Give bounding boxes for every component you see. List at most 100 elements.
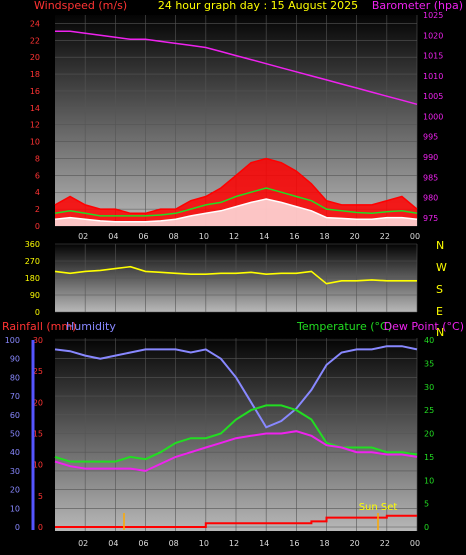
- baro-tick: 990: [423, 153, 438, 162]
- hour-tick: 22: [380, 539, 390, 548]
- rain-tick: 80: [10, 373, 20, 382]
- compass-label: N: [436, 239, 444, 252]
- rain-tick: 10: [10, 504, 20, 513]
- rain-tick: 50: [10, 430, 20, 439]
- series-3-line: [54, 198, 418, 223]
- hour-tick: 18: [319, 232, 329, 241]
- wind-tick: 12: [30, 121, 40, 130]
- wind-tick: 22: [30, 36, 40, 45]
- hour-tick: 20: [350, 539, 360, 548]
- series-0-line: [55, 30, 418, 106]
- hour-tick: 22: [380, 232, 390, 241]
- baro-tick: 1005: [423, 92, 443, 101]
- hour-tick: 12: [229, 232, 239, 241]
- compass-label: E: [436, 305, 443, 318]
- humidity-tick: 30: [33, 336, 43, 345]
- baro-tick: 1020: [423, 31, 443, 40]
- baro-tick: 1015: [423, 52, 443, 61]
- compass-label: N: [436, 326, 444, 339]
- direction-tick: 180: [25, 274, 40, 283]
- compass-label: S: [436, 283, 443, 296]
- hour-tick: 16: [289, 539, 299, 548]
- wind-tick: 14: [30, 104, 40, 113]
- panel2-grid: [55, 243, 418, 313]
- series-3-line: [55, 514, 417, 528]
- hour-tick: 12: [229, 539, 239, 548]
- hour-tick: 14: [259, 539, 269, 548]
- rain-tick: 60: [10, 411, 20, 420]
- wind-tick: 18: [30, 70, 40, 79]
- hour-tick: 08: [169, 232, 179, 241]
- baro-tick: 995: [423, 133, 438, 142]
- rain-tick: 20: [10, 486, 20, 495]
- rain-tick: 70: [10, 392, 20, 401]
- temperature-tick: 20: [424, 430, 434, 439]
- wind-axis-label: Windspeed (m/s): [34, 0, 127, 12]
- temperature-tick: 5: [424, 500, 429, 509]
- series-3-area: [55, 199, 417, 226]
- direction-tick: 90: [30, 291, 40, 300]
- hour-tick: 00: [410, 232, 420, 241]
- temperature-tick: 30: [424, 383, 434, 392]
- baro-tick: 1025: [423, 11, 443, 20]
- baro-tick: 980: [423, 194, 438, 203]
- direction-tick-labels: 0 90 180 270 360: [25, 240, 40, 317]
- rain-tick: 30: [10, 467, 20, 476]
- panel1-hour-labels: 02 04 06 08 10 12 14 16 18 20 22 00: [78, 232, 420, 241]
- rain-tick: 100: [5, 336, 20, 345]
- direction-tick: 270: [25, 257, 40, 266]
- temperature-tick: 25: [424, 406, 434, 415]
- temperature-axis-label: Temperature (°C): [296, 320, 392, 333]
- hour-tick: 04: [108, 539, 118, 548]
- humidity-tick: 15: [33, 430, 43, 439]
- sunset-label: Sun Set: [359, 502, 398, 513]
- hour-tick: 02: [78, 539, 88, 548]
- panel2-series: [54, 265, 417, 285]
- direction-line: [54, 265, 417, 285]
- hour-tick: 20: [350, 232, 360, 241]
- temperature-tick: 10: [424, 476, 434, 485]
- hour-tick: 10: [199, 539, 209, 548]
- hour-tick: 10: [199, 232, 209, 241]
- humidity-tick: 25: [33, 367, 43, 376]
- temperature-tick: 35: [424, 359, 434, 368]
- wind-tick: 20: [30, 53, 40, 62]
- direction-tick: 360: [25, 240, 40, 249]
- panel3-grid: [55, 338, 418, 531]
- wind-tick: 0: [35, 222, 40, 231]
- baro-tick: 1010: [423, 72, 443, 81]
- series-2-line: [54, 187, 418, 217]
- humidity-axis-label: Humidity: [66, 320, 116, 333]
- wind-tick: 6: [35, 171, 40, 180]
- hour-tick: 14: [259, 232, 269, 241]
- humidity-tick: 0: [38, 523, 43, 532]
- hour-tick: 00: [410, 539, 420, 548]
- hour-tick: 06: [138, 232, 148, 241]
- wind-tick: 16: [30, 87, 40, 96]
- series-2-line: [54, 430, 418, 472]
- hour-tick: 16: [289, 232, 299, 241]
- humidity-tick: 5: [38, 492, 43, 501]
- humidity-tick: 20: [33, 398, 43, 407]
- rain-tick: 0: [15, 523, 20, 532]
- humidity-tick-labels: 0 5 10 15 20 25 30: [33, 336, 43, 532]
- panel3-series: [54, 345, 418, 528]
- compass-label: W: [436, 261, 447, 274]
- hour-tick: 18: [319, 539, 329, 548]
- wind-tick: 4: [35, 188, 40, 197]
- rain-tick: 90: [10, 355, 20, 364]
- baro-tick: 975: [423, 214, 438, 223]
- dewpoint-axis-label: Dew Point (°C): [384, 320, 464, 333]
- panel1-series: [54, 30, 418, 226]
- wind-tick: 2: [35, 205, 40, 214]
- hour-tick: 04: [108, 232, 118, 241]
- temperature-tick: 40: [424, 336, 434, 345]
- rain-tick: 40: [10, 448, 20, 457]
- baro-tick: 985: [423, 173, 438, 182]
- hour-tick: 08: [169, 539, 179, 548]
- hour-tick: 06: [138, 539, 148, 548]
- temperature-tick-labels: 0 5 10 15 20 25 30 35 40: [424, 336, 434, 532]
